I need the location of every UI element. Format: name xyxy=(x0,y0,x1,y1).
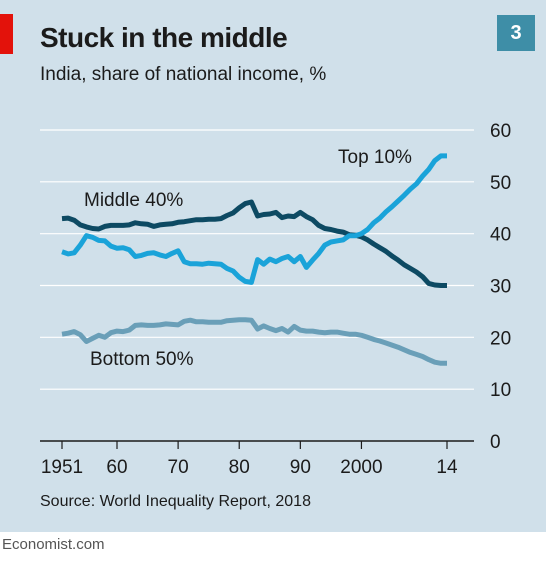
chart-panel xyxy=(0,0,546,532)
series-lines xyxy=(61,153,447,366)
y-axis-ticks: 0 10 20 30 40 50 60 xyxy=(490,121,511,453)
x-tick-label: 60 xyxy=(106,457,127,478)
source-note: Source: World Inequality Report, 2018 xyxy=(40,493,311,510)
y-tick-label: 20 xyxy=(490,328,511,349)
y-tick-label: 30 xyxy=(490,277,511,298)
line-chart: 0 10 20 30 40 50 60 1951 60 70 80 90 2000 14 Top 10%… xyxy=(40,121,511,478)
series-label-middle-40: Middle 40% xyxy=(84,190,183,211)
chart-title: Stuck in the middle xyxy=(40,22,288,53)
brand-red-tag xyxy=(0,14,13,54)
publisher-credit: Economist.com xyxy=(2,536,105,553)
gridlines xyxy=(40,129,474,442)
chart-subtitle: India, share of national income, % xyxy=(40,64,327,85)
x-tick-label: 70 xyxy=(168,457,189,478)
chart-number-badge: 3 xyxy=(497,15,535,51)
series-line-middle-40 xyxy=(61,199,447,288)
y-tick-label: 60 xyxy=(490,121,511,142)
x-tick-label: 1951 xyxy=(41,457,83,478)
series-line-bottom-50 xyxy=(61,317,447,366)
x-tick-label: 2000 xyxy=(340,457,382,478)
series-line-top-10 xyxy=(61,153,447,285)
x-tick-label: 14 xyxy=(436,457,458,478)
x-axis-ticks: 1951 60 70 80 90 2000 14 xyxy=(41,441,458,478)
series-labels: Top 10% Middle 40% Bottom 50% xyxy=(84,147,412,370)
y-tick-label: 10 xyxy=(490,380,511,401)
x-tick-label: 80 xyxy=(229,457,250,478)
series-label-bottom-50: Bottom 50% xyxy=(90,349,194,370)
x-tick-label: 90 xyxy=(290,457,311,478)
y-tick-label: 0 xyxy=(490,432,501,453)
y-tick-label: 40 xyxy=(490,225,511,246)
y-tick-label: 50 xyxy=(490,173,511,194)
series-label-top-10: Top 10% xyxy=(338,147,412,168)
